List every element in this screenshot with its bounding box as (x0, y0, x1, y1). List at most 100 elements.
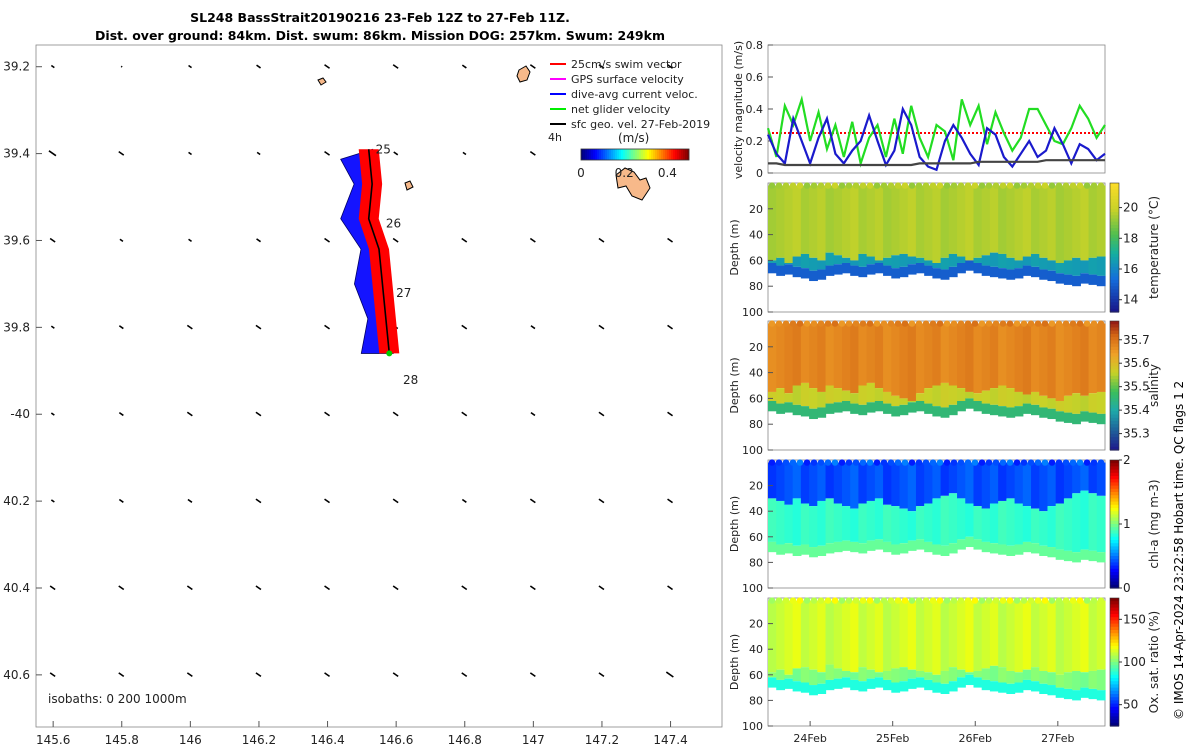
profile-upper-layer (973, 185, 983, 258)
geo-velocity-arrow (529, 150, 536, 156)
profile-upper-layer (891, 600, 901, 669)
profile-deep-layer (833, 541, 843, 553)
depth-tick-label: 20 (749, 480, 763, 493)
colorbar-segment (1110, 266, 1119, 271)
colorbar-segment (1110, 642, 1119, 647)
dive-surface-marker (1034, 597, 1042, 604)
dive-surface-marker (978, 182, 986, 189)
profile-lower-layer (1080, 395, 1090, 412)
geo-velocity-arrow (255, 324, 262, 330)
profile-upper-layer (973, 462, 983, 507)
profile-lower-layer (1072, 493, 1081, 553)
profile-upper-layer (915, 185, 925, 258)
profile-deep-layer (1072, 552, 1081, 563)
profile-deep-layer (1006, 545, 1016, 556)
profile-deep-layer (948, 404, 958, 416)
velocity-axes-box (767, 44, 1106, 174)
colorbar-segment (643, 149, 646, 160)
profile-lower-layer (800, 382, 810, 407)
colorbar-segment (1110, 199, 1119, 203)
profile-lower-layer (973, 670, 983, 678)
profile-upper-layer (1063, 462, 1073, 499)
colorbar-segment (599, 149, 602, 160)
profile-deep-layer (998, 406, 1007, 417)
profile-lower-layer (874, 672, 884, 678)
colorbar-segment (1110, 694, 1119, 698)
profile-deep-layer (850, 403, 860, 414)
profile-deep-layer (924, 403, 933, 414)
dive-surface-marker (775, 320, 783, 327)
dive-surface-marker (971, 182, 979, 189)
depth-axis-label: Depth (m) (728, 357, 741, 413)
profile-upper-layer (768, 185, 777, 261)
colorbar-segment (1110, 460, 1119, 464)
dive-surface-marker (789, 182, 797, 189)
profile-lower-layer (850, 672, 860, 680)
profile-deep-layer (965, 260, 975, 271)
profile-deep-layer (981, 403, 991, 414)
dive-surface-marker (992, 597, 1000, 604)
velocity-series-geo (768, 159, 1105, 167)
island-shape (317, 77, 327, 86)
profile-upper-layer (858, 185, 868, 254)
profile-upper-layer (940, 462, 950, 496)
colorbar-segment (1110, 626, 1119, 631)
profile-lower-layer (957, 498, 966, 540)
dive-surface-marker (957, 459, 965, 466)
profile-deep-layer (932, 682, 942, 693)
geo-velocity-arrow (461, 585, 468, 591)
dive-surface-marker (775, 459, 783, 466)
profile-upper-layer (973, 600, 983, 671)
profile-lower-layer (957, 388, 966, 401)
dive-surface-marker (957, 320, 965, 327)
profile-lower-layer (800, 667, 810, 683)
colorbar-segment (1110, 601, 1119, 605)
dive-surface-marker (810, 459, 818, 466)
dive-surface-marker (817, 597, 825, 604)
profile-lower-layer (998, 385, 1007, 407)
profile-lower-layer (850, 393, 860, 404)
profile-deep-layer (973, 262, 983, 274)
dive-surface-marker (887, 182, 895, 189)
geo-velocity-arrow (118, 325, 124, 330)
colorbar-segment (1110, 237, 1119, 242)
profile-lower-layer (1055, 674, 1065, 688)
profile-lower-layer (907, 511, 917, 541)
profile-lower-layer (792, 256, 802, 267)
profile-deep-layer (858, 681, 868, 692)
dive-surface-marker (1083, 182, 1091, 189)
dive-surface-marker (1013, 182, 1021, 189)
profile-upper-layer (1014, 323, 1024, 392)
profile-upper-layer (1055, 185, 1065, 263)
profile-lower-layer (874, 260, 884, 263)
colorbar-segment (1110, 205, 1119, 210)
map-x-tick-label: 147.4 (653, 733, 687, 747)
profile-lower-layer (768, 260, 777, 263)
depth-axis-label: Depth (m) (728, 634, 741, 690)
profile-upper-layer (1088, 323, 1098, 394)
profile-lower-layer (957, 669, 966, 678)
geo-velocity-arrow (118, 672, 125, 678)
dive-surface-marker (992, 459, 1000, 466)
profile-lower-layer (948, 253, 958, 267)
profile-lower-layer (817, 260, 827, 270)
profile-upper-layer (957, 462, 966, 499)
dive-surface-marker (943, 320, 951, 327)
colorbar-segment (1110, 212, 1119, 216)
profile-lower-layer (924, 503, 933, 542)
dive-surface-marker (915, 597, 923, 604)
geo-velocity-arrow (48, 150, 57, 157)
legend-label: GPS surface velocity (571, 73, 684, 86)
dive-surface-marker (957, 182, 965, 189)
map-y-tick-label: -40 (10, 407, 30, 421)
geo-velocity-arrow (188, 238, 193, 243)
colorbar-segment (1110, 324, 1119, 329)
colorbar-segment (1110, 279, 1119, 284)
profile-lower-layer (948, 667, 958, 682)
profile-deep-layer (866, 540, 876, 551)
colorbar-segment (1110, 549, 1119, 554)
dive-surface-marker (915, 182, 923, 189)
profile-deep-layer (1014, 544, 1024, 555)
profile-deep-layer (1096, 552, 1106, 563)
